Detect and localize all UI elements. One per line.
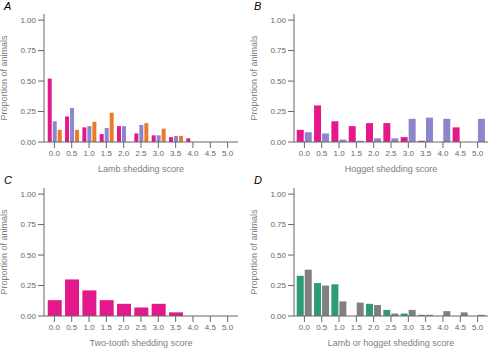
svg-text:0.00: 0.00 [270,138,286,147]
svg-text:1.5: 1.5 [351,149,363,158]
svg-text:2.5: 2.5 [135,323,147,332]
svg-text:0.5: 0.5 [316,149,328,158]
svg-text:4.0: 4.0 [187,149,199,158]
svg-text:2.0: 2.0 [368,149,380,158]
svg-text:1.0: 1.0 [333,323,345,332]
svg-text:1.0: 1.0 [83,149,95,158]
svg-text:4.0: 4.0 [187,323,199,332]
svg-text:0.50: 0.50 [20,251,36,260]
svg-text:2.5: 2.5 [135,149,147,158]
svg-text:0.0: 0.0 [49,149,61,158]
svg-text:0.0: 0.0 [299,323,311,332]
svg-text:0.0: 0.0 [299,149,311,158]
svg-text:3.0: 3.0 [403,323,415,332]
svg-text:4.5: 4.5 [205,323,217,332]
svg-text:Proportion of animals: Proportion of animals [8,35,9,121]
svg-text:4.0: 4.0 [437,323,449,332]
svg-text:5.0: 5.0 [222,149,234,158]
svg-text:1.00: 1.00 [270,190,286,199]
svg-text:4.5: 4.5 [455,149,467,158]
svg-text:4.0: 4.0 [437,149,449,158]
svg-text:1.5: 1.5 [351,323,363,332]
svg-text:1.5: 1.5 [101,323,113,332]
svg-text:0.75: 0.75 [20,46,36,55]
svg-text:0.75: 0.75 [270,220,286,229]
svg-text:0.50: 0.50 [270,77,286,86]
svg-text:0.25: 0.25 [270,107,286,116]
svg-text:5.0: 5.0 [472,149,484,158]
svg-text:1.0: 1.0 [83,323,95,332]
svg-text:2.5: 2.5 [385,323,397,332]
svg-text:0.25: 0.25 [20,107,36,116]
svg-text:2.0: 2.0 [368,323,380,332]
svg-text:0.00: 0.00 [20,138,36,147]
svg-text:Lamb or hogget shedding score: Lamb or hogget shedding score [328,338,455,348]
svg-text:3.0: 3.0 [153,323,165,332]
svg-text:0.25: 0.25 [270,281,286,290]
svg-text:2.0: 2.0 [118,149,130,158]
svg-text:1.5: 1.5 [101,149,113,158]
svg-text:3.5: 3.5 [170,323,182,332]
html-text:A: A [4,0,12,12]
svg-text:Two-tooth shedding score: Two-tooth shedding score [89,338,192,348]
svg-text:4.5: 4.5 [205,149,217,158]
svg-text:Proportion of animals: Proportion of animals [8,209,9,295]
svg-text:Hogget shedding score: Hogget shedding score [345,164,438,174]
svg-text:0.5: 0.5 [66,323,78,332]
svg-text:5.0: 5.0 [222,323,234,332]
svg-text:2.0: 2.0 [118,323,130,332]
svg-text:4.5: 4.5 [455,323,467,332]
svg-text:0.50: 0.50 [270,251,286,260]
svg-text:3.5: 3.5 [170,149,182,158]
html-text:B: B [254,0,262,12]
svg-text:1.00: 1.00 [270,16,286,25]
svg-text:0.75: 0.75 [270,46,286,55]
html-text:C: C [4,174,12,186]
svg-text:Lamb shedding score: Lamb shedding score [98,164,184,174]
svg-text:3.0: 3.0 [403,149,415,158]
svg-text:Proportion of animals: Proportion of animals [250,35,259,121]
svg-text:1.00: 1.00 [20,190,36,199]
svg-text:3.5: 3.5 [420,323,432,332]
svg-text:2.5: 2.5 [385,149,397,158]
svg-text:5.0: 5.0 [472,323,484,332]
svg-text:0.75: 0.75 [20,220,36,229]
svg-text:0.5: 0.5 [316,323,328,332]
svg-text:Proportion of animals: Proportion of animals [250,209,259,295]
svg-text:3.0: 3.0 [153,149,165,158]
svg-text:0.50: 0.50 [20,77,36,86]
svg-text:0.25: 0.25 [20,281,36,290]
html-text:D: D [254,174,262,186]
svg-text:0.0: 0.0 [49,323,61,332]
svg-text:1.0: 1.0 [333,149,345,158]
svg-text:1.00: 1.00 [20,16,36,25]
svg-text:3.5: 3.5 [420,149,432,158]
svg-text:0.5: 0.5 [66,149,78,158]
svg-text:0.00: 0.00 [270,312,286,321]
svg-text:0.00: 0.00 [20,312,36,321]
